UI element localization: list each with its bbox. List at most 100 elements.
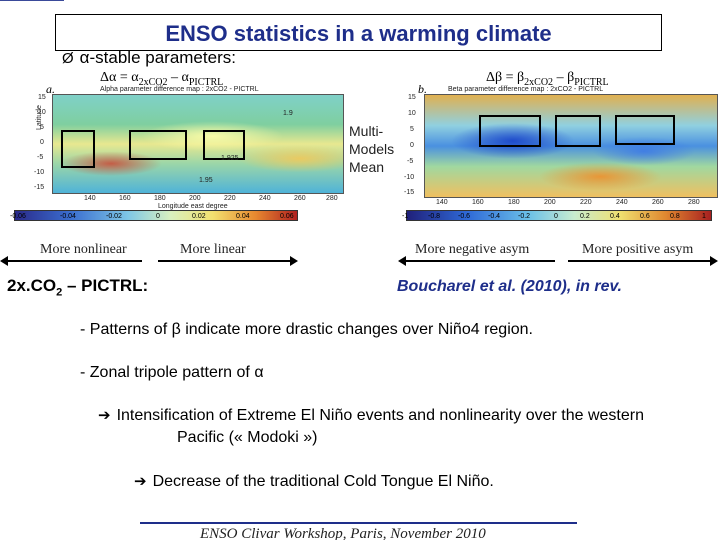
beta-lon-280: 280	[688, 199, 700, 206]
alpha-cb-tick-3: 0	[156, 213, 160, 220]
beta-lon-240: 240	[616, 199, 628, 206]
text-intensification-line1: Intensification of Extreme El Niño event…	[116, 407, 644, 424]
bullet-arrow-icon: Ø	[62, 50, 74, 67]
bullet-text: α-stable parameters:	[79, 48, 236, 67]
alpha-contour-label-3: 1.9	[283, 110, 293, 117]
beta-cb-tick-1: -0.8	[428, 213, 441, 220]
beta-lat-10: 10	[408, 110, 416, 117]
formula-alpha-sub1: 2xCO2	[138, 76, 168, 88]
beta-cb-tick-9: 0.8	[670, 213, 680, 220]
formula-beta-sub2: PICTRL	[574, 76, 609, 88]
arrow-right-icon: ➔	[134, 473, 147, 490]
beta-cb-tick-5: 0	[554, 213, 558, 220]
alpha-contour-label-1: 1.925	[221, 155, 239, 162]
text-decrease: ➔ Decrease of the traditional Cold Tongue…	[134, 472, 494, 491]
experiment-post: – PICTRL:	[62, 276, 149, 295]
alpha-cb-tick-1: -0.04	[60, 213, 76, 220]
top-left-rule	[0, 0, 64, 1]
alpha-difference-map: 1.925 1.95 1.9	[52, 94, 344, 194]
formula-beta-lhs: Δβ = β	[486, 70, 525, 85]
title-box: ENSO statistics in a warming climate	[55, 14, 662, 51]
beta-lat-m10: -10	[404, 174, 415, 181]
experiment-pre: 2x.CO	[7, 276, 57, 295]
alpha-contour-label-2: 1.95	[199, 177, 213, 184]
alpha-lat-5: 5	[40, 124, 44, 131]
beta-map-caption: Beta parameter difference map : 2xCO2 - …	[448, 86, 604, 93]
beta-lon-200: 200	[544, 199, 556, 206]
alpha-east-box	[203, 130, 245, 160]
alpha-lon-160: 160	[119, 195, 131, 202]
arrow-right-linear	[158, 256, 298, 266]
text-alpha-tripole: - Zonal tripole pattern of α	[80, 364, 264, 381]
beta-lat-0: 0	[410, 142, 414, 149]
formula-beta-sub1: 2xCO2	[524, 76, 554, 88]
beta-cb-tick-3: -0.4	[488, 213, 501, 220]
beta-lon-260: 260	[652, 199, 664, 206]
beta-cb-tick-4: -0.2	[518, 213, 531, 220]
alpha-lon-280: 280	[326, 195, 338, 202]
multi-models-mean-label: Multi- Models Mean	[349, 122, 394, 176]
arrow-right-icon: ➔	[98, 407, 111, 424]
beta-central-box	[555, 115, 601, 147]
formula-alpha-lhs: Δα = α	[100, 70, 139, 85]
alpha-lat-m5: -5	[37, 154, 44, 161]
footer-rule	[140, 522, 577, 524]
alpha-map-caption: Alpha parameter difference map : 2xCO2 -…	[100, 86, 259, 93]
mmm-line2: Models	[349, 141, 395, 157]
arrow-left-negative	[398, 256, 555, 266]
beta-lon-140: 140	[436, 199, 448, 206]
alpha-lat-15: 15	[38, 94, 46, 101]
beta-cb-tick-8: 0.6	[640, 213, 650, 220]
beta-lat-m5: -5	[407, 158, 414, 165]
footer-text: ENSO Clivar Workshop, Paris, November 20…	[200, 526, 486, 540]
label-more-nonlinear: More nonlinear	[40, 242, 127, 257]
alpha-lon-200: 200	[189, 195, 201, 202]
beta-cb-tick-2: -0.6	[458, 213, 471, 220]
beta-lat-m15: -15	[404, 189, 415, 196]
label-more-positive-asym: More positive asym	[582, 242, 694, 257]
label-more-negative-asym: More negative asym	[415, 242, 530, 257]
alpha-lon-240: 240	[259, 195, 271, 202]
text-decrease-content: Decrease of the traditional Cold Tongue …	[152, 473, 494, 490]
formula-alpha-sub2: PICTRL	[188, 76, 224, 88]
reference-citation: Boucharel et al. (2010), in rev.	[397, 278, 622, 295]
formula-alpha-mid: – α	[167, 70, 189, 85]
alpha-lat-0: 0	[40, 139, 44, 146]
mmm-line3: Mean	[349, 159, 385, 175]
alpha-central-box	[129, 130, 187, 160]
panel-letter-a: a.	[46, 82, 55, 96]
beta-lon-160: 160	[472, 199, 484, 206]
alpha-x-axis-label: Longitude east degree	[158, 203, 228, 210]
beta-nino4-box	[479, 115, 541, 147]
beta-lon-180: 180	[508, 199, 520, 206]
formula-alpha: Δα = α2xCO2 – αPICTRL	[100, 70, 223, 88]
alpha-cb-tick-0: -0.06	[10, 213, 26, 220]
mmm-line1: Multi-	[349, 123, 384, 139]
text-beta-patterns: - Patterns of β indicate more drastic ch…	[80, 321, 533, 338]
formula-beta: Δβ = β2xCO2 – βPICTRL	[486, 70, 609, 88]
arrow-left-nonlinear	[0, 256, 142, 266]
beta-lat-5: 5	[410, 126, 414, 133]
text-intensification: ➔ Intensification of Extreme El Niño even…	[98, 406, 644, 425]
alpha-lat-m10: -10	[34, 169, 45, 176]
alpha-lat-10: 10	[38, 109, 46, 116]
alpha-lat-m15: -15	[34, 184, 45, 191]
experiment-sub: 2	[56, 286, 63, 299]
beta-colorbar	[406, 210, 712, 221]
beta-cb-tick-6: 0.2	[580, 213, 590, 220]
alpha-lon-180: 180	[154, 195, 166, 202]
alpha-cb-tick-5: 0.04	[236, 213, 250, 220]
beta-lon-220: 220	[580, 199, 592, 206]
alpha-lon-260: 260	[294, 195, 306, 202]
alpha-lon-140: 140	[84, 195, 96, 202]
text-intensification-line2: Pacific (« Modoki »)	[177, 429, 318, 446]
slide-title: ENSO statistics in a warming climate	[165, 21, 552, 46]
alpha-cb-tick-6: 0.06	[280, 213, 294, 220]
arrow-right-positive	[568, 256, 718, 266]
formula-beta-mid: – β	[553, 70, 575, 85]
beta-east-box	[615, 115, 675, 145]
beta-cb-tick-7: 0.4	[610, 213, 620, 220]
alpha-cb-tick-2: -0.02	[106, 213, 122, 220]
alpha-lon-220: 220	[224, 195, 236, 202]
